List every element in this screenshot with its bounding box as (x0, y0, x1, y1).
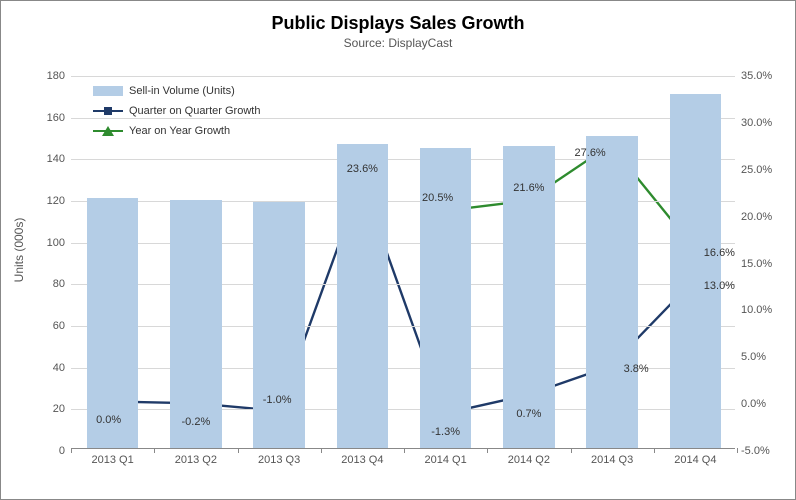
x-tick-label: 2014 Q1 (425, 448, 467, 466)
y1-tick-label: 140 (47, 153, 71, 165)
y2-tick-label: 25.0% (735, 164, 772, 176)
grid-line (71, 76, 735, 77)
y2-tick-label: 20.0% (735, 211, 772, 223)
legend-label-yoy: Year on Year Growth (129, 121, 230, 141)
x-tick-label: 2014 Q3 (591, 448, 633, 466)
x-tick (571, 448, 572, 453)
x-tick (238, 448, 239, 453)
bar (670, 94, 722, 448)
bar (503, 146, 555, 448)
y1-tick-label: 20 (53, 403, 71, 415)
y1-tick-label: 60 (53, 320, 71, 332)
legend-item-qoq: Quarter on Quarter Growth (93, 101, 260, 121)
bar (420, 148, 472, 448)
bar (337, 144, 389, 448)
y2-tick-label: 10.0% (735, 304, 772, 316)
legend-swatch-qoq (93, 104, 123, 118)
legend-swatch-bar (93, 86, 123, 96)
legend: Sell-in Volume (Units) Quarter on Quarte… (93, 81, 260, 141)
legend-item-bar: Sell-in Volume (Units) (93, 81, 260, 101)
y1-axis-title: Units (000s) (12, 218, 26, 283)
x-tick (404, 448, 405, 453)
x-tick-label: 2013 Q2 (175, 448, 217, 466)
y2-tick-label: -5.0% (735, 445, 770, 457)
legend-swatch-yoy (93, 124, 123, 138)
bar (87, 198, 139, 448)
x-tick-label: 2013 Q3 (258, 448, 300, 466)
y1-tick-label: 40 (53, 362, 71, 374)
y2-tick-label: 30.0% (735, 117, 772, 129)
y2-tick-label: 5.0% (735, 351, 766, 363)
x-tick (737, 448, 738, 453)
y1-tick-label: 80 (53, 278, 71, 290)
bar (586, 136, 638, 449)
x-tick (71, 448, 72, 453)
bar (170, 200, 222, 448)
x-tick-label: 2013 Q4 (341, 448, 383, 466)
y2-tick-label: 15.0% (735, 258, 772, 270)
x-tick (654, 448, 655, 453)
x-tick-label: 2013 Q1 (92, 448, 134, 466)
chart-container: Public Displays Sales Growth Source: Dis… (1, 1, 795, 499)
legend-label-qoq: Quarter on Quarter Growth (129, 101, 260, 121)
y2-tick-label: 0.0% (735, 398, 766, 410)
x-tick (321, 448, 322, 453)
x-tick-label: 2014 Q4 (674, 448, 716, 466)
x-tick (487, 448, 488, 453)
chart-subtitle: Source: DisplayCast (1, 34, 795, 50)
y1-tick-label: 100 (47, 237, 71, 249)
y1-tick-label: 120 (47, 195, 71, 207)
y1-tick-label: 160 (47, 112, 71, 124)
bar (253, 202, 305, 448)
x-tick-label: 2014 Q2 (508, 448, 550, 466)
x-tick (154, 448, 155, 453)
legend-item-yoy: Year on Year Growth (93, 121, 260, 141)
legend-label-bar: Sell-in Volume (Units) (129, 81, 235, 101)
y1-tick-label: 0 (59, 445, 71, 457)
y1-tick-label: 180 (47, 70, 71, 82)
y2-tick-label: 35.0% (735, 70, 772, 82)
chart-title: Public Displays Sales Growth (1, 1, 795, 34)
